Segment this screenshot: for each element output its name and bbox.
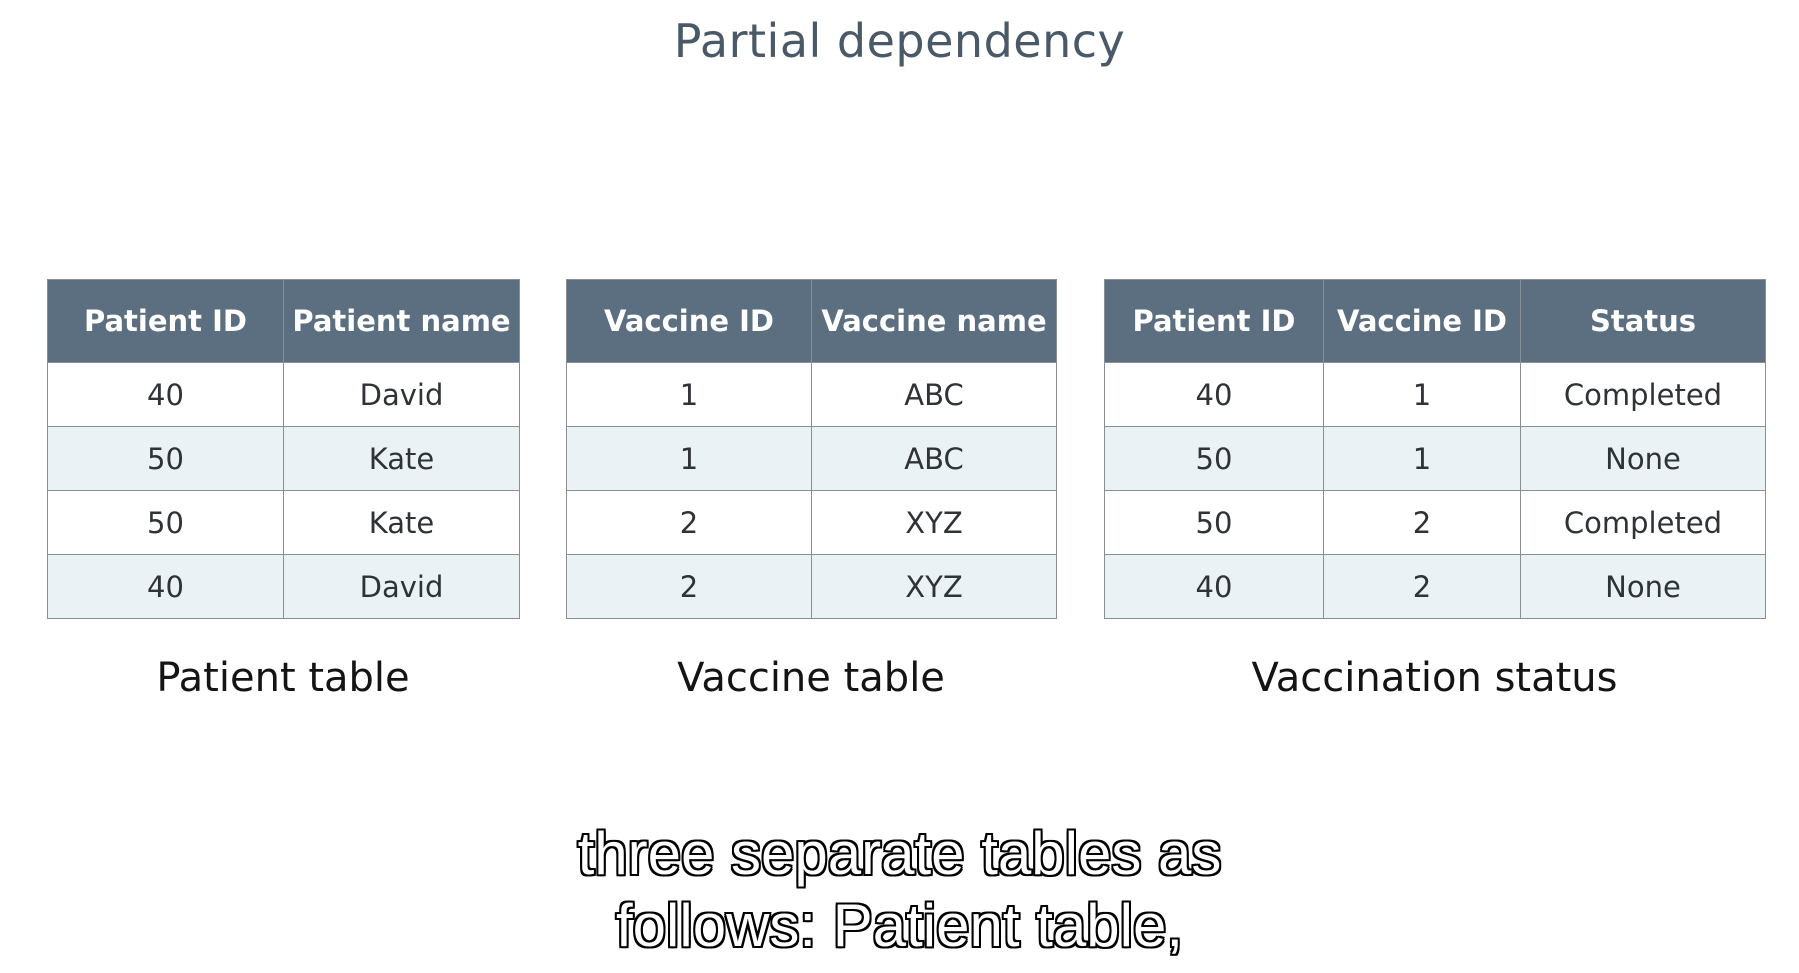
table-cell: 40 xyxy=(1104,554,1324,619)
table-row: 50 1 None xyxy=(1104,426,1766,491)
table-cell: 50 xyxy=(1104,490,1324,555)
column-header: Patient ID xyxy=(1104,279,1324,363)
table-row: 40 1 Completed xyxy=(1104,362,1766,427)
table-row: 1 ABC xyxy=(566,362,1057,427)
table-cell: 1 xyxy=(1323,362,1521,427)
column-header: Vaccine ID xyxy=(566,279,812,363)
table-cell: 40 xyxy=(47,362,284,427)
table-cell: 2 xyxy=(1323,554,1521,619)
table-cell: 1 xyxy=(566,426,812,491)
table-row: 50 Kate xyxy=(47,490,520,555)
column-header: Vaccine ID xyxy=(1323,279,1521,363)
table-row: 50 2 Completed xyxy=(1104,490,1766,555)
column-header: Vaccine name xyxy=(811,279,1057,363)
subtitle-line: follows: Patient table, xyxy=(615,891,1184,960)
table-row: 40 2 None xyxy=(1104,554,1766,619)
subtitle-line: three separate tables as xyxy=(577,819,1223,888)
table-cell: 40 xyxy=(1104,362,1324,427)
column-header: Status xyxy=(1520,279,1766,363)
table-cell: David xyxy=(283,554,520,619)
vaccine-table-caption: Vaccine table xyxy=(677,655,945,701)
table-cell: 1 xyxy=(1323,426,1521,491)
table-row: 2 XYZ xyxy=(566,490,1057,555)
table-row: 40 David xyxy=(47,554,520,619)
table-cell: 2 xyxy=(566,490,812,555)
patient-table-caption: Patient table xyxy=(156,655,410,701)
vaccine-table: Vaccine ID Vaccine name 1 ABC 1 ABC 2 XY… xyxy=(566,279,1057,619)
table-cell: ABC xyxy=(811,362,1057,427)
video-subtitle: three separate tables as follows: Patien… xyxy=(0,818,1799,962)
table-cell: None xyxy=(1520,554,1766,619)
table-cell: 2 xyxy=(1323,490,1521,555)
table-cell: Kate xyxy=(283,490,520,555)
patient-table: Patient ID Patient name 40 David 50 Kate… xyxy=(47,279,520,619)
table-cell: None xyxy=(1520,426,1766,491)
vaccination-status-table: Patient ID Vaccine ID Status 40 1 Comple… xyxy=(1104,279,1766,619)
table-cell: 50 xyxy=(47,490,284,555)
table-cell: 1 xyxy=(566,362,812,427)
table-row: 1 ABC xyxy=(566,426,1057,491)
table-cell: Completed xyxy=(1520,490,1766,555)
column-header: Patient ID xyxy=(47,279,284,363)
table-cell: XYZ xyxy=(811,490,1057,555)
table-cell: 2 xyxy=(566,554,812,619)
slide-title: Partial dependency xyxy=(673,14,1126,68)
table-cell: ABC xyxy=(811,426,1057,491)
table-header-row: Patient ID Vaccine ID Status xyxy=(1104,279,1766,363)
table-cell: Completed xyxy=(1520,362,1766,427)
table-cell: 50 xyxy=(1104,426,1324,491)
table-cell: David xyxy=(283,362,520,427)
table-header-row: Vaccine ID Vaccine name xyxy=(566,279,1057,363)
column-header: Patient name xyxy=(283,279,520,363)
table-cell: XYZ xyxy=(811,554,1057,619)
table-header-row: Patient ID Patient name xyxy=(47,279,520,363)
table-cell: Kate xyxy=(283,426,520,491)
table-row: 2 XYZ xyxy=(566,554,1057,619)
table-cell: 40 xyxy=(47,554,284,619)
table-row: 50 Kate xyxy=(47,426,520,491)
vaccination-status-caption: Vaccination status xyxy=(1251,655,1618,701)
table-cell: 50 xyxy=(47,426,284,491)
table-row: 40 David xyxy=(47,362,520,427)
